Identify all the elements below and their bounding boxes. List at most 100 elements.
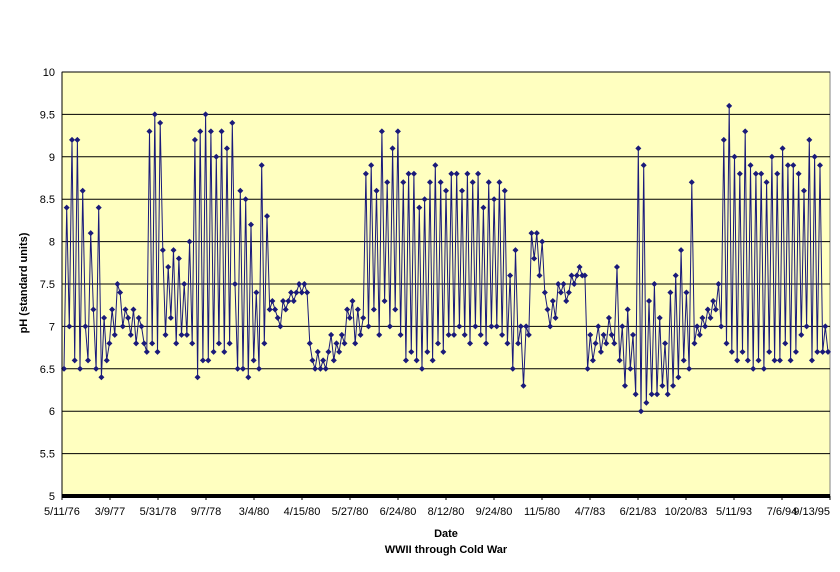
data-point	[325, 348, 332, 355]
data-point	[165, 264, 172, 271]
gridlines	[62, 71, 830, 455]
data-point	[731, 153, 738, 160]
data-point	[402, 357, 409, 364]
data-point	[218, 128, 225, 135]
data-point	[312, 365, 319, 372]
data-point	[344, 306, 351, 313]
data-point	[215, 340, 222, 347]
data-point	[718, 323, 725, 330]
data-point	[346, 314, 353, 321]
data-point	[352, 340, 359, 347]
data-point	[272, 306, 279, 313]
data-point	[702, 323, 709, 330]
data-point	[207, 128, 214, 135]
data-point	[736, 170, 743, 177]
x-tick-label: 4/7/83	[575, 506, 606, 518]
data-point	[320, 357, 327, 364]
data-point	[565, 289, 572, 296]
y-tick-label: 7	[49, 321, 55, 333]
data-point	[803, 323, 810, 330]
chart-subtitle: WWII through Cold War	[385, 544, 508, 556]
data-point	[304, 289, 311, 296]
data-point	[338, 331, 345, 338]
data-point	[93, 365, 100, 372]
data-point	[66, 323, 73, 330]
data-point	[400, 179, 407, 186]
data-point	[533, 230, 540, 237]
data-point	[539, 238, 546, 245]
data-point	[707, 314, 714, 321]
data-point	[467, 340, 474, 347]
data-point	[627, 365, 634, 372]
data-point	[795, 170, 802, 177]
data-point	[451, 331, 458, 338]
data-point	[349, 297, 356, 304]
x-tick-label: 7/6/94	[767, 506, 798, 518]
data-point	[127, 331, 134, 338]
data-point	[787, 357, 794, 364]
x-tick-label: 9/24/80	[476, 506, 513, 518]
data-point	[410, 170, 417, 177]
data-point	[664, 391, 671, 398]
data-point	[376, 331, 383, 338]
data-point	[109, 306, 116, 313]
data-series	[61, 102, 831, 415]
data-point	[443, 187, 449, 194]
data-point	[226, 340, 233, 347]
data-point	[143, 348, 150, 355]
data-point	[384, 179, 391, 186]
data-point	[477, 331, 484, 338]
data-point	[603, 340, 610, 347]
data-point	[643, 399, 650, 406]
data-point	[560, 281, 567, 287]
data-point	[405, 170, 412, 177]
y-axis-title: pH (standard units)	[18, 232, 30, 333]
x-tick-label: 5/11/76	[44, 506, 80, 518]
data-point	[557, 289, 564, 296]
x-tick-label: 5/27/80	[332, 506, 369, 518]
data-point	[197, 128, 204, 135]
y-tick-label: 7.5	[40, 279, 55, 291]
data-point	[792, 348, 799, 355]
data-point	[167, 314, 174, 321]
data-point	[394, 128, 401, 135]
data-point	[613, 264, 620, 271]
data-point	[694, 323, 701, 330]
data-point	[205, 357, 212, 364]
data-point	[638, 408, 645, 415]
data-point	[119, 323, 126, 330]
data-point	[194, 374, 201, 381]
data-point	[544, 306, 551, 313]
data-point	[712, 306, 719, 313]
data-point	[336, 348, 343, 355]
data-point	[592, 340, 599, 347]
data-point	[229, 119, 236, 126]
data-point	[223, 145, 230, 152]
data-point	[354, 306, 361, 313]
data-point	[507, 272, 514, 279]
data-point	[239, 365, 246, 372]
x-tick-label: 3/4/80	[239, 506, 270, 518]
data-point	[576, 264, 583, 271]
data-point	[691, 340, 698, 347]
data-point	[413, 357, 420, 364]
data-point	[74, 136, 81, 143]
data-point	[293, 289, 300, 296]
data-point	[448, 170, 455, 177]
data-point	[790, 162, 797, 169]
data-point	[651, 281, 658, 287]
data-point	[699, 314, 706, 321]
data-point	[154, 348, 161, 355]
data-point	[424, 348, 431, 355]
data-point	[256, 365, 263, 372]
data-point	[798, 331, 805, 338]
data-point	[648, 391, 655, 398]
data-point	[213, 153, 220, 160]
data-point	[808, 357, 815, 364]
data-point	[600, 331, 607, 338]
data-point	[686, 365, 693, 372]
data-point	[429, 357, 436, 364]
data-point	[186, 238, 193, 245]
data-point	[763, 179, 770, 186]
data-point	[632, 391, 639, 398]
